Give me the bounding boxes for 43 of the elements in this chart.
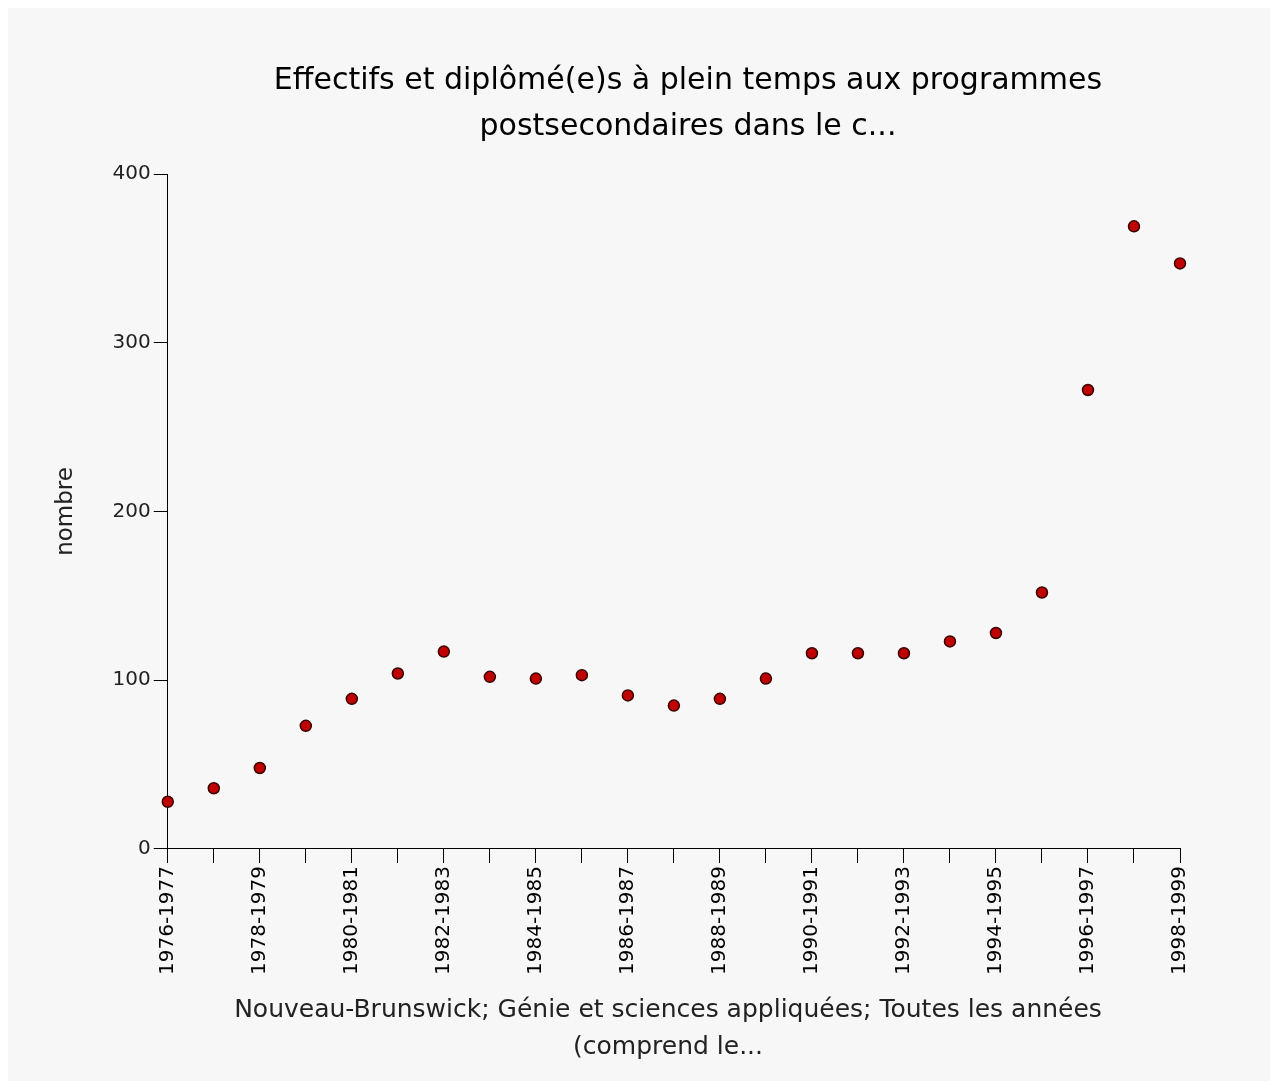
y-tick-label: 0 [138, 835, 151, 860]
x-tick-label: 1988-1989 [706, 865, 731, 975]
y-tick-label: 100 [112, 666, 151, 691]
point [1173, 257, 1187, 270]
point [713, 692, 727, 706]
point [851, 646, 865, 660]
chart-title: Effectifs et diplômé(e)s à plein temps aux programmes postsecondaires dans le c... [272, 60, 1104, 144]
x-tick-label: 1980-1981 [338, 865, 363, 975]
x-tick-label: 1996-1997 [1074, 865, 1099, 975]
point [161, 795, 175, 808]
x-tick-label: 1992-1993 [890, 865, 915, 975]
point [391, 667, 405, 680]
point [483, 670, 497, 684]
point [207, 781, 221, 795]
point [1127, 220, 1141, 233]
point [253, 761, 267, 775]
point [621, 689, 635, 702]
point [437, 645, 451, 658]
x-tick-label: 1978-1979 [246, 865, 270, 975]
point [989, 626, 1003, 640]
x-axis-title: Nouveau-Brunswick; Génie et sciences appliquées; Toutes les années (comprend le... [233, 993, 1103, 1062]
y-tick-label: 300 [112, 328, 151, 353]
x-tick-label: 1982-1983 [430, 865, 455, 975]
point [1035, 586, 1049, 599]
x-tick-label: 1994-1995 [982, 865, 1007, 975]
y-tick-label: 400 [112, 160, 151, 185]
y-axis-title: nombre [50, 467, 77, 556]
x-tick-label: 1984-1985 [522, 865, 547, 975]
x-tick-label: 1998-1999 [1166, 865, 1191, 975]
point [667, 699, 681, 712]
y-tick-label: 200 [112, 497, 151, 522]
x-tick-label: 1986-1987 [614, 865, 639, 975]
x-tick-label: 1976-1977 [153, 865, 178, 975]
point [575, 668, 589, 682]
point [1081, 383, 1095, 397]
point [805, 646, 819, 660]
point [897, 646, 911, 660]
x-tick-label: 1990-1991 [798, 865, 823, 975]
point [943, 635, 957, 648]
point [529, 672, 543, 685]
point [759, 672, 773, 685]
point [299, 719, 313, 733]
point [345, 692, 359, 706]
